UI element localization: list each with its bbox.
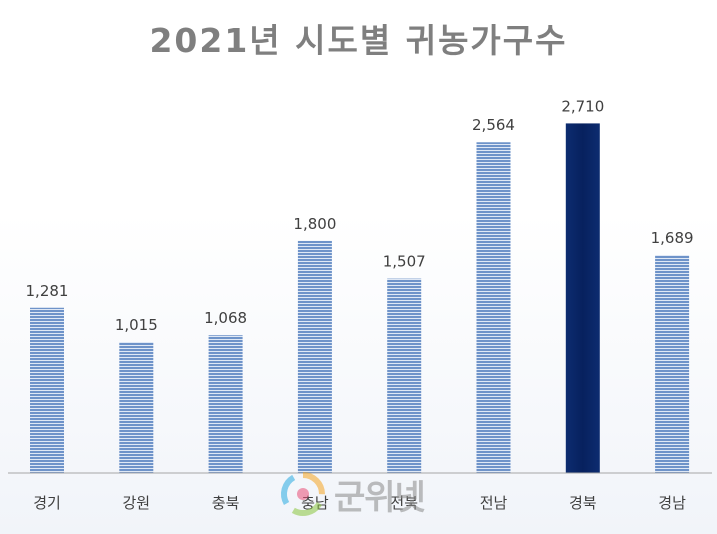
labels-group: 1,281 경기 1,015 강원 1,068 충북 1,800 충남 1,507 전북 2,564…: [26, 97, 694, 512]
category-label: 경남: [658, 494, 686, 512]
value-label: 1,507: [383, 253, 426, 271]
category-label: 전북: [390, 494, 418, 512]
bar-충남: [297, 240, 332, 473]
bar-강원: [119, 342, 154, 473]
category-label: 충북: [212, 494, 240, 512]
value-label: 1,281: [26, 282, 69, 300]
value-label: 2,710: [561, 97, 604, 115]
category-label: 강원: [122, 494, 150, 512]
bar-충북: [208, 335, 243, 473]
value-label: 1,800: [293, 215, 336, 233]
value-label: 1,015: [115, 316, 158, 334]
category-label: 충남: [301, 494, 329, 512]
category-label: 전남: [480, 494, 508, 512]
bars-group: [30, 123, 690, 473]
value-label: 2,564: [472, 116, 515, 134]
value-label: 1,689: [651, 229, 694, 247]
category-label: 경북: [569, 494, 597, 512]
category-label: 경기: [33, 494, 61, 512]
bar-전북: [387, 278, 422, 473]
bar-경북: [565, 123, 600, 473]
bar-경기: [30, 307, 64, 473]
chart-title: 2021년 시도별 귀농가구수: [149, 21, 568, 60]
bar-전남: [476, 142, 511, 473]
bar-경남: [655, 255, 690, 473]
value-label: 1,068: [204, 309, 247, 327]
